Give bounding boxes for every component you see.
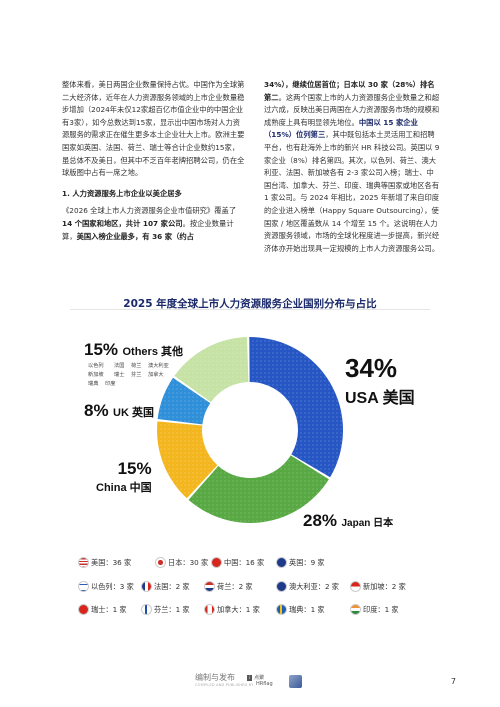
au-flag-icon [276,581,287,592]
legend-label: 中国：16 家 [224,557,265,567]
legend-label: 芬兰：1 家 [154,604,190,614]
legend-label: 瑞典：1 家 [289,604,325,614]
legend-item: 瑞士：1 家 [78,604,127,615]
brand-mark-icon: i [247,675,253,681]
text-run: 《2026 全球上市人力资源服务企业市值研究》覆盖了 [62,206,237,216]
uk-pct: 8% [84,401,109,420]
qr-logo-icon [289,675,302,688]
legend-item: 新加坡：2 家 [350,581,406,592]
china-label: 15% China 中国 [96,459,152,495]
legend-item: 澳大利亚：2 家 [276,581,339,592]
us-flag-icon [78,557,89,568]
legend-label: 瑞士：1 家 [91,604,127,614]
uk-flag-icon [276,557,287,568]
usa-name: USA 美国 [345,390,415,407]
ca-flag-icon [204,604,215,615]
legend-item: 法国：2 家 [141,581,190,592]
chart-title: 2025 年度全球上市人力资源服务企业国别分布与占比 [123,298,377,310]
legend-label: 英国：9 家 [289,557,325,567]
others-country: 荷兰 [131,363,142,369]
in-flag-icon [350,604,361,615]
legend-label: 澳大利亚：2 家 [289,581,339,591]
japan-name: Japan 日本 [341,518,394,529]
legend-item: 瑞典：1 家 [276,604,325,615]
slice-others-texture [174,337,249,403]
legend-item: 美国：36 家 [78,557,131,568]
legend-label: 新加坡：2 家 [363,581,406,591]
legend-item: 芬兰：1 家 [141,604,190,615]
text-run-bold: 中国以 15 家企业（15%）位列第三 [264,117,418,140]
others-country: 印度 [105,381,116,387]
footer-label: 编制与发布 COMPILED AND PUBLISHED BY [195,672,253,687]
se-flag-icon [276,604,287,615]
legend-label: 加拿大：1 家 [217,604,260,614]
text-run-bold: 14 个国家和地区，共计 107 家公司 [62,218,183,228]
others-label: 15% Others 其他 [84,340,183,360]
right-column: 34%），继续位居首位；日本以 30 家（28%）排名第二。这两个国家上市的人力… [264,79,440,259]
legend-item: 加拿大：1 家 [204,604,260,615]
fr-flag-icon [141,581,152,592]
brand-name-en: HRflag [256,681,273,687]
others-country: 瑞士 [114,372,125,378]
japan-label: 28% Japan 日本 [303,511,393,531]
footer-title: 编制与发布 [195,673,235,682]
text-run-bold: 34%），继续位居首位；日本以 30 家（28%）排名第二 [264,80,435,102]
legend-item: 荷兰：2 家 [204,581,253,592]
brand-logo: i 点聚 HRflag [247,675,273,687]
page-number: 7 [450,677,456,686]
others-name: Others 其他 [122,346,183,358]
legend-label: 美国：36 家 [91,557,132,567]
usa-label: 34% USA 美国 [345,353,415,408]
slice-china-texture [156,421,218,499]
china-pct: 15% [117,459,152,478]
cn-flag-icon [211,557,222,568]
ch-flag-icon [78,604,89,615]
left-column: 整体来看，美日两国企业数量保持占优。中国作为全球第二大经济体，近年在人力资源服务… [62,79,245,247]
section-heading: 1. 人力资源服务上市企业以美企居多 [62,188,182,198]
legend-label: 法国：2 家 [154,581,190,591]
others-pct: 15% [84,340,119,359]
legend-label: 荷兰：2 家 [217,581,253,591]
uk-name: UK 英国 [113,407,154,419]
legend-item: 英国：9 家 [276,557,325,568]
others-breakdown: 以色列 法国 荷兰 澳大利亚新加坡 瑞士 芬兰 加拿大瑞典 印度 [88,362,183,389]
paragraph: 《2026 全球上市人力资源服务企业市值研究》覆盖了 14 个国家和地区，共计 1… [62,205,245,243]
usa-pct: 34% [345,353,398,383]
text-run: 。按企业数量计算， [62,218,234,241]
japan-pct: 28% [303,511,338,530]
legend-item: 日本：30 家 [155,557,208,568]
others-country: 新加坡 [88,372,104,378]
text-run: ，其中既包括本土灵活用工和招聘平台，也有赴海外上市的新兴 HR 科技公司。英国以… [264,130,440,253]
text-run-bold: 美国入榜企业最多，有 36 家（约占 [76,231,194,241]
legend-item: 印度：1 家 [350,604,399,615]
others-country: 澳大利亚 [148,363,169,369]
fi-flag-icon [141,604,152,615]
divider [70,309,430,310]
sg-flag-icon [350,581,361,592]
others-country: 瑞典 [88,381,99,387]
nl-flag-icon [204,581,215,592]
legend-item: 中国：16 家 [211,557,264,568]
others-country: 加拿大 [148,372,164,378]
slice-uk-texture [157,377,211,425]
uk-label: 8% UK 英国 [84,401,154,421]
others-country: 法国 [114,363,125,369]
slice-japan-texture [188,455,329,523]
jp-flag-icon [155,557,166,568]
slice-usa-texture [249,337,343,478]
footer-subtitle: COMPILED AND PUBLISHED BY [195,683,254,687]
paragraph: 整体来看，美日两国企业数量保持占优。中国作为全球第二大经济体，近年在人力资源服务… [62,80,245,178]
legend-label: 印度：1 家 [363,604,399,614]
legend-label: 以色列：3 家 [91,581,134,591]
paragraph: 34%），继续位居首位；日本以 30 家（28%）排名第二。这两个国家上市的人力… [264,79,440,255]
others-country: 以色列 [88,363,104,369]
text-run: 。这两个国家上市的人力资源服务企业数量之和超过六成，反映出美日两国在人力资源服务… [264,92,440,127]
others-country: 芬兰 [131,372,142,378]
legend-item: 以色列：3 家 [78,581,134,592]
china-name: China 中国 [96,482,152,494]
brand-name: 点聚 [254,675,265,681]
il-flag-icon [78,581,89,592]
legend-label: 日本：30 家 [168,557,209,567]
